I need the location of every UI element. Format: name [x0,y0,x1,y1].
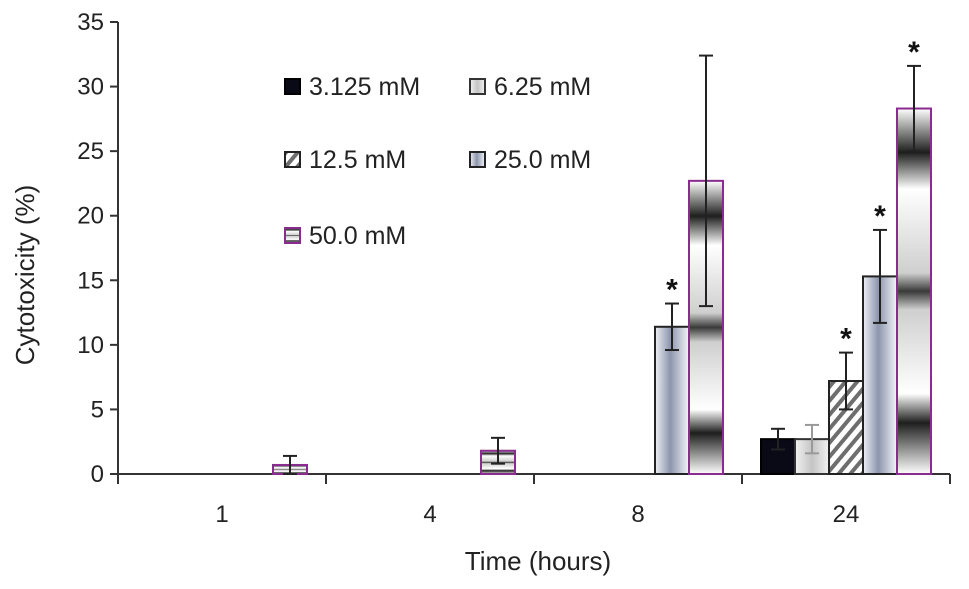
y-axis-title: Cytotoxicity (%) [10,185,40,366]
x-tick-label: 1 [215,501,228,528]
legend-swatch [284,227,301,244]
legend: 3.125 mM 6.25 mM 12.5 mM 25.0 mM 50.0 mM [284,73,591,250]
y-tick-label: 5 [91,396,104,423]
significance-marker: * [840,323,852,356]
axes: 0 5 10 15 20 25 30 35 1 4 8 24 [77,9,951,528]
y-tick-label: 35 [77,9,104,36]
x-tick-label: 24 [833,501,860,528]
significance-marker: * [908,36,920,69]
legend-label: 3.125 mM [309,73,420,101]
legend-swatch [469,78,486,95]
legend-swatch [469,151,486,168]
significance-marker: * [874,200,886,233]
y-tick-label: 10 [77,332,104,359]
legend-label: 6.25 mM [494,73,591,101]
legend-label: 50.0 mM [309,222,406,250]
y-tick-label: 15 [77,267,104,294]
legend-label: 12.5 mM [309,146,406,174]
x-tick-label: 8 [631,501,644,528]
bars: * * * * [272,36,932,476]
x-axis-title: Time (hours) [465,546,611,576]
y-tick-label: 0 [91,461,104,488]
y-tick-label: 20 [77,203,104,230]
legend-label: 25.0 mM [494,146,591,174]
bar [896,107,932,475]
y-tick-label: 25 [77,138,104,165]
y-tick-label: 30 [77,74,104,101]
legend-swatch [284,151,301,168]
legend-swatch [284,78,301,95]
x-tick-label: 4 [423,501,436,528]
bar [654,325,690,475]
significance-marker: * [666,274,678,307]
